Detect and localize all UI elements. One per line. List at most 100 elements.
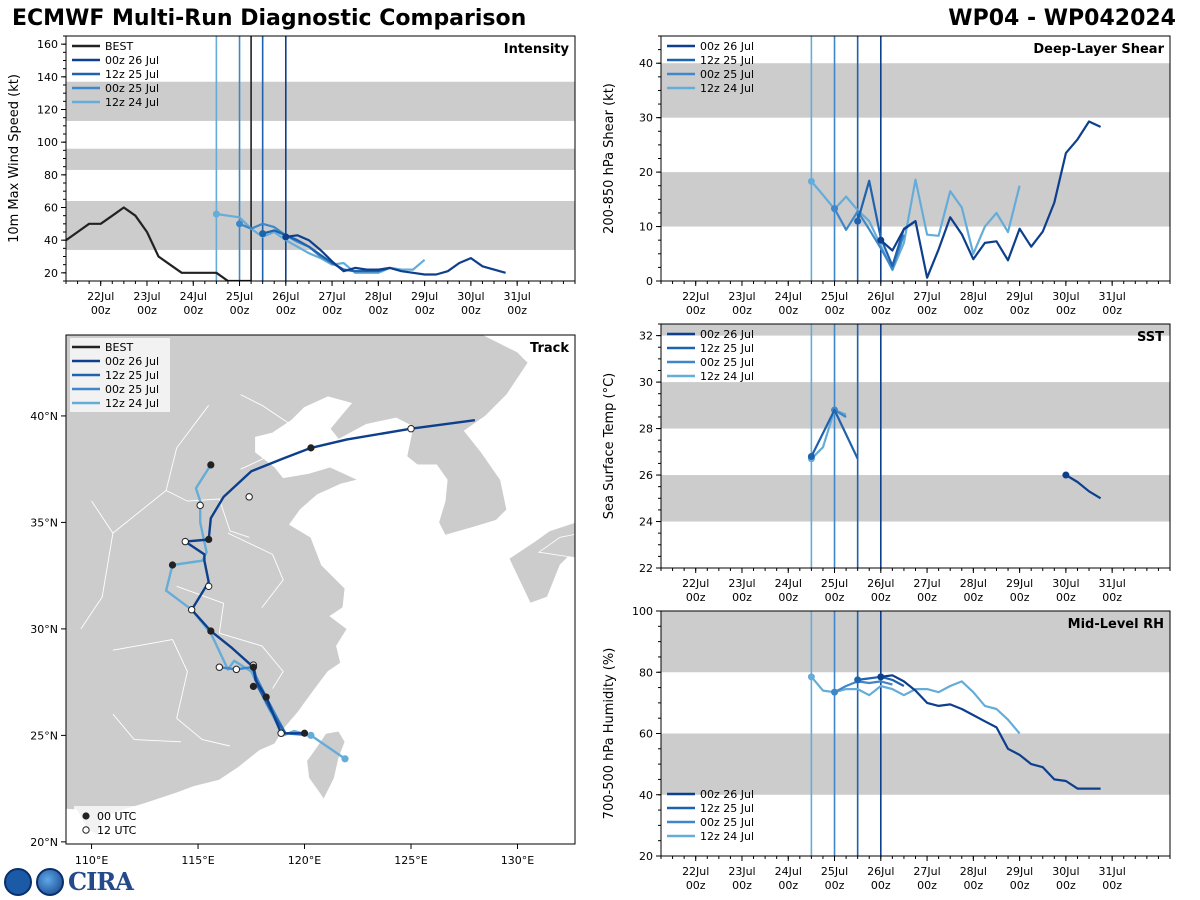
sst-series-start-point bbox=[1062, 471, 1070, 479]
province-border bbox=[227, 532, 284, 608]
intensity-band bbox=[66, 148, 575, 170]
track-marker-12utc bbox=[215, 663, 224, 671]
intensity-series bbox=[66, 206, 506, 281]
deep-layer-shear-series-line bbox=[833, 208, 905, 271]
intensity-xtick-label: 00z bbox=[507, 304, 527, 317]
sst-series-line bbox=[810, 408, 859, 460]
sst-xtick-label: 00z bbox=[917, 591, 937, 604]
deep-layer-shear-ylabel: 200-850 hPa Shear (kt) bbox=[602, 83, 617, 234]
intensity-xtick-label: 26Jul bbox=[272, 290, 299, 303]
mid-level-rh-xtick-label: 29Jul bbox=[1006, 865, 1033, 878]
province-border bbox=[112, 713, 182, 743]
deep-layer-shear-panel-title: Deep-Layer Shear bbox=[1033, 42, 1164, 57]
track-legend-label: 00z 25 Jul bbox=[105, 383, 159, 396]
sst-xtick-label: 23Jul bbox=[728, 577, 755, 590]
sst-series bbox=[807, 406, 1102, 500]
track-ytick-label: 20°N bbox=[30, 836, 58, 849]
mid-level-rh-series-line bbox=[810, 676, 1021, 735]
sst-legend-label: 00z 26 Jul bbox=[700, 328, 754, 341]
deep-layer-shear-xtick-label: 00z bbox=[1010, 304, 1030, 317]
sst-xtick-label: 00z bbox=[825, 591, 845, 604]
marker-legend-12utc bbox=[82, 826, 90, 834]
sst-xtick-label: 00z bbox=[778, 591, 798, 604]
mid-level-rh-xtick-label: 23Jul bbox=[728, 865, 755, 878]
deep-layer-shear-xtick-label: 28Jul bbox=[960, 290, 987, 303]
intensity-ytick-label: 100 bbox=[37, 136, 58, 149]
track-marker-00utc bbox=[207, 627, 215, 635]
intensity-series-line bbox=[285, 234, 506, 276]
storm-id-title: WP04 - WP042024 bbox=[948, 6, 1176, 31]
mid-level-rh-xtick-label: 00z bbox=[917, 879, 937, 892]
deep-layer-shear-ytick-label: 40 bbox=[639, 57, 653, 70]
mid-level-rh-legend-label: 12z 24 Jul bbox=[700, 830, 754, 843]
sst-ytick-label: 22 bbox=[639, 562, 653, 575]
intensity-band bbox=[66, 81, 575, 121]
deep-layer-shear-ytick-label: 10 bbox=[639, 221, 653, 234]
mid-level-rh-xtick-label: 27Jul bbox=[913, 865, 940, 878]
mid-level-rh-series-start-point bbox=[877, 673, 885, 681]
sst-ylabel: Sea Surface Temp (°C) bbox=[602, 373, 617, 520]
deep-layer-shear-series-start-point bbox=[807, 177, 815, 185]
track-marker-12utc bbox=[277, 729, 285, 737]
track-panel bbox=[61, 334, 576, 849]
track-marker-12utc bbox=[187, 606, 196, 614]
track-xtick-label: 115°E bbox=[181, 854, 214, 867]
intensity-xtick-label: 00z bbox=[415, 304, 435, 317]
intensity-legend-label: 00z 25 Jul bbox=[105, 82, 159, 95]
deep-layer-shear-series-start-point bbox=[831, 205, 839, 213]
deep-layer-shear-series-line bbox=[810, 178, 1021, 272]
mid-level-rh-series-start-point bbox=[831, 688, 839, 696]
deep-layer-shear-xtick-label: 00z bbox=[686, 304, 706, 317]
deep-layer-shear-xtick-label: 00z bbox=[1056, 304, 1076, 317]
logo-bar: CIRA bbox=[4, 867, 134, 896]
intensity-xtick-label: 00z bbox=[276, 304, 296, 317]
track-marker-00utc bbox=[249, 682, 258, 691]
intensity-legend-label: 12z 25 Jul bbox=[105, 68, 159, 81]
mid-level-rh-series-line bbox=[880, 674, 1101, 790]
mid-level-rh-xtick-label: 31Jul bbox=[1099, 865, 1126, 878]
mid-level-rh-ylabel: 700-500 hPa Humidity (%) bbox=[602, 648, 617, 820]
sst-series-start-point bbox=[807, 452, 815, 460]
sst-xtick-label: 31Jul bbox=[1099, 577, 1126, 590]
mainland-land bbox=[66, 335, 529, 837]
deep-layer-shear-xtick-label: 00z bbox=[1102, 304, 1122, 317]
track-marker-00utc bbox=[307, 444, 315, 452]
province-border bbox=[240, 394, 295, 470]
deep-layer-shear-ytick-label: 20 bbox=[639, 166, 653, 179]
track-marker-00utc bbox=[262, 693, 270, 701]
deep-layer-shear-legend-label: 12z 25 Jul bbox=[700, 54, 754, 67]
province-border bbox=[112, 405, 210, 534]
intensity-panel bbox=[61, 35, 576, 286]
intensity-panel-title: Intensity bbox=[504, 42, 570, 57]
marker-legend-label: 00 UTC bbox=[97, 810, 137, 823]
sst-xtick-label: 00z bbox=[1056, 591, 1076, 604]
intensity-xtick-label: 27Jul bbox=[318, 290, 345, 303]
sst-legend-label: 00z 25 Jul bbox=[700, 356, 754, 369]
mid-level-rh-xtick-label: 24Jul bbox=[775, 865, 802, 878]
sst-panel-title: SST bbox=[1137, 330, 1164, 345]
mid-level-rh-legend-label: 00z 26 Jul bbox=[700, 788, 754, 801]
deep-layer-shear-xtick-label: 00z bbox=[963, 304, 983, 317]
cira-logo-text: CIRA bbox=[68, 867, 134, 896]
intensity-xtick-label: 00z bbox=[461, 304, 481, 317]
province-border bbox=[165, 490, 250, 538]
track-legend-label: 00z 26 Jul bbox=[105, 355, 159, 368]
track-marker-12utc bbox=[181, 537, 189, 546]
mid-level-rh-series-start-point bbox=[854, 676, 862, 684]
sst-xtick-label: 29Jul bbox=[1006, 577, 1033, 590]
track-marker-00utc bbox=[168, 561, 177, 569]
deep-layer-shear-xtick-label: 26Jul bbox=[867, 290, 894, 303]
intensity-ytick-label: 40 bbox=[44, 234, 58, 247]
sst-panel bbox=[656, 323, 1171, 573]
sst-xtick-label: 26Jul bbox=[867, 577, 894, 590]
intensity-xtick-label: 00z bbox=[368, 304, 388, 317]
mid-level-rh-ytick-label: 60 bbox=[639, 728, 653, 741]
marker-legend-00utc bbox=[82, 812, 90, 820]
track-legend-label: BEST bbox=[105, 341, 133, 354]
track-xtick-label: 120°E bbox=[288, 854, 321, 867]
sst-xtick-label: 27Jul bbox=[913, 577, 940, 590]
mid-level-rh-panel-title: Mid-Level RH bbox=[1068, 617, 1164, 632]
track-marker-00utc bbox=[249, 663, 258, 671]
track-legend-label: 12z 24 Jul bbox=[105, 397, 159, 410]
